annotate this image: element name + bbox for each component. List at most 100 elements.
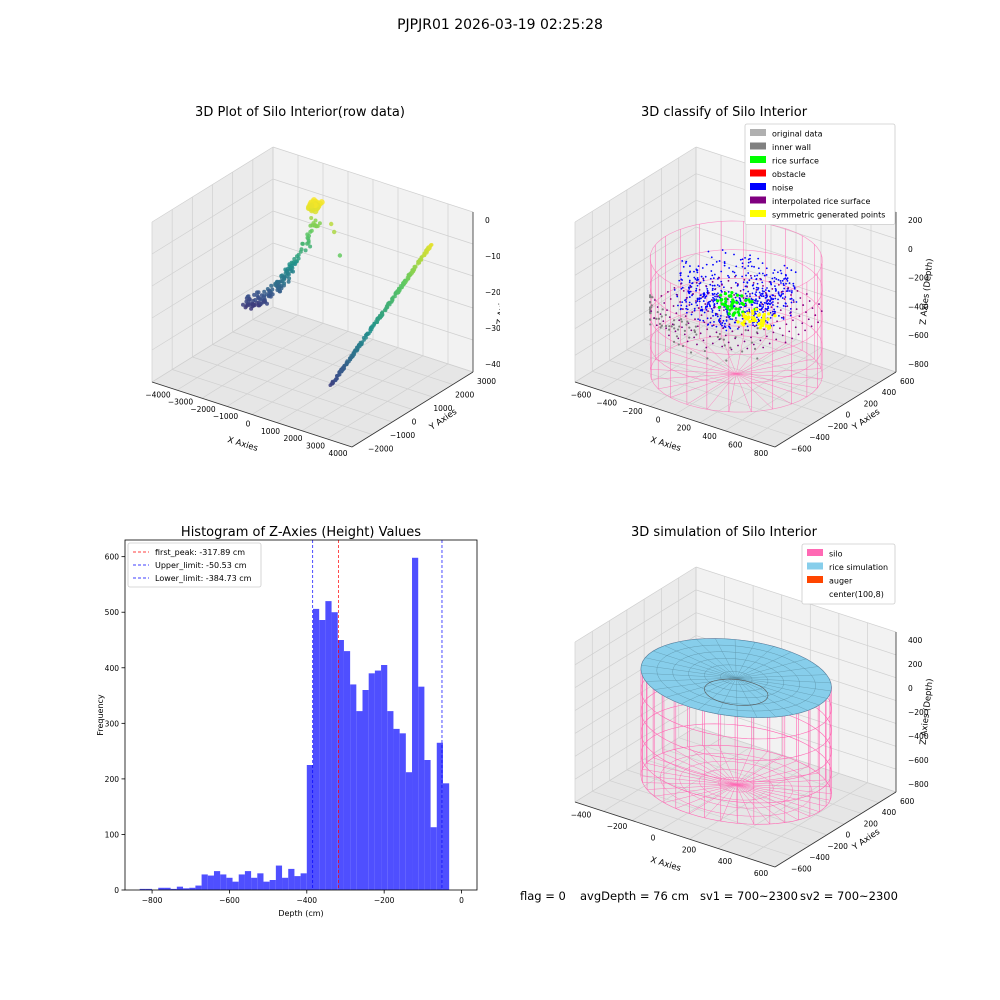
noise-point (695, 268, 698, 271)
legend-swatch (750, 142, 766, 150)
histogram-bar (312, 608, 320, 890)
interpolated-point (715, 331, 718, 334)
interpolated-point (730, 286, 733, 289)
left-grid-z (151, 178, 274, 255)
rice-mesh-spoke (736, 677, 777, 718)
histogram-bar (164, 887, 171, 890)
x-tick-label: −4000 (145, 390, 171, 399)
noise-point (711, 311, 714, 313)
noise-point (769, 316, 772, 319)
noise-point (713, 299, 716, 302)
floor-grid-y (644, 338, 845, 405)
noise-point (744, 267, 746, 270)
noise-point (685, 311, 688, 314)
silo-floor-ring (718, 777, 755, 793)
left-grid-z (574, 226, 697, 303)
data-point (368, 329, 373, 334)
rice-mesh-spoke (696, 639, 737, 679)
inner-wall-point (657, 317, 661, 320)
x-tick-label: 600 (754, 869, 769, 878)
noise-point (761, 287, 764, 290)
interpolated-point (721, 345, 724, 348)
noise-point (766, 308, 768, 310)
histogram-bar (275, 865, 283, 890)
z-tick-label: −200 (908, 708, 929, 717)
noise-point (789, 314, 792, 317)
noise-point (766, 287, 768, 289)
interpolated-point (665, 327, 668, 330)
silo-floor-spoke (736, 779, 826, 785)
inner-wall-point (658, 322, 662, 325)
legend-label: silo (829, 550, 843, 559)
noise-point (700, 275, 703, 278)
silo-floor-spoke (736, 755, 783, 785)
noise-point (680, 278, 683, 281)
silo-floor-spoke (653, 757, 737, 785)
noise-point (704, 275, 707, 278)
left-grid-z (574, 253, 697, 329)
noise-point (706, 289, 709, 292)
inner-wall-point (725, 359, 728, 362)
noise-point (772, 272, 775, 274)
interpolated-point (688, 304, 691, 306)
classify-3d-plot: 3D classify of Silo Interior −600 −400 −200… (571, 105, 936, 458)
inner-wall-point (756, 357, 759, 360)
x-tick-label: −3000 (168, 398, 194, 407)
data-point (417, 260, 421, 264)
interpolated-point (676, 294, 679, 296)
interpolated-point (799, 297, 802, 299)
data-point (423, 252, 427, 256)
interpolated-point (697, 307, 700, 309)
interpolated-point (692, 293, 694, 295)
noise-point (790, 291, 793, 294)
noise-point (793, 287, 796, 290)
histogram-bar (238, 874, 245, 890)
noise-point (755, 278, 758, 281)
data-point (352, 352, 357, 357)
noise-point (773, 308, 776, 311)
data-point (382, 308, 387, 312)
noise-point (678, 279, 681, 282)
noise-point (689, 265, 691, 267)
silo-floor-spoke (734, 746, 737, 785)
silo-floor-spoke (686, 373, 737, 405)
symmetric-point (767, 312, 771, 316)
noise-point (720, 280, 723, 283)
rice-mesh-spoke (736, 651, 792, 679)
interpolated-point (762, 284, 764, 287)
noise-point (698, 297, 701, 300)
data-point (407, 274, 411, 278)
noise-point (688, 288, 691, 290)
noise-point (710, 270, 713, 272)
interpolated-point (681, 326, 683, 329)
noise-point (772, 324, 775, 327)
noise-point (749, 254, 751, 257)
histogram-bar (424, 760, 431, 890)
interpolated-point (709, 317, 712, 320)
noise-point (750, 277, 753, 279)
interpolated-point (691, 311, 694, 314)
silo-floor-spoke (736, 772, 819, 785)
noise-point (747, 290, 750, 293)
histogram-bar (213, 871, 221, 890)
interpolated-point (742, 297, 745, 299)
noise-point (773, 276, 776, 279)
interpolated-point (743, 278, 746, 281)
noise-point (734, 321, 737, 324)
inner-wall-point (651, 296, 654, 299)
interpolated-point (719, 320, 722, 323)
floor-grid-x (699, 347, 822, 423)
noise-point (693, 307, 696, 310)
interpolated-point (791, 337, 793, 340)
interpolated-point (677, 337, 680, 340)
histogram-bar (350, 684, 357, 890)
interpolated-point (807, 318, 810, 321)
rice-mesh-spoke (736, 674, 827, 679)
noise-point (696, 297, 699, 300)
histogram-bar (374, 670, 382, 890)
data-point (265, 301, 269, 306)
noise-point (772, 301, 774, 303)
noise-point (711, 284, 714, 287)
noise-point (783, 278, 785, 280)
data-point (273, 283, 278, 287)
